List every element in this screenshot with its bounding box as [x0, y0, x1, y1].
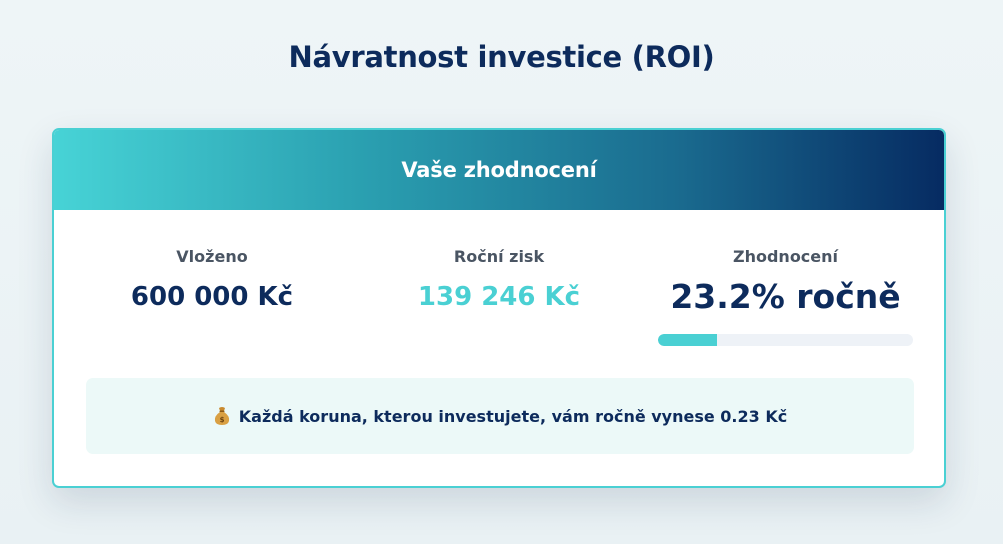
money-bag-icon: $	[213, 406, 231, 426]
stat-invested-value: 600 000 Kč	[130, 282, 294, 312]
card-header-title: Vaše zhodnocení	[401, 158, 597, 182]
appreciation-progress-bar	[658, 334, 913, 346]
stat-annual-profit-label: Roční zisk	[453, 247, 545, 266]
card-header: Vaše zhodnocení	[54, 130, 944, 210]
roi-card: Vaše zhodnocení Vloženo 600 000 Kč Roční…	[52, 128, 946, 488]
stat-appreciation-label: Zhodnocení	[732, 247, 839, 266]
info-box: $ Každá koruna, kterou investujete, vám …	[86, 378, 914, 454]
stat-appreciation: Zhodnocení 23.2% ročně	[658, 245, 913, 317]
page-title: Návratnost investice (ROI)	[288, 40, 715, 74]
stats-row: Vloženo 600 000 Kč Roční zisk 139 246 Kč…	[54, 245, 944, 355]
svg-text:$: $	[219, 416, 224, 424]
stat-appreciation-value: 23.2% ročně	[670, 277, 901, 316]
stat-annual-profit-value: 139 246 Kč	[417, 282, 581, 312]
stat-annual-profit: Roční zisk 139 246 Kč	[399, 245, 599, 313]
stat-invested-label: Vloženo	[176, 247, 248, 266]
info-text: Každá koruna, kterou investujete, vám ro…	[238, 406, 788, 426]
stat-invested: Vloženo 600 000 Kč	[112, 245, 312, 313]
appreciation-progress-fill	[658, 334, 718, 346]
